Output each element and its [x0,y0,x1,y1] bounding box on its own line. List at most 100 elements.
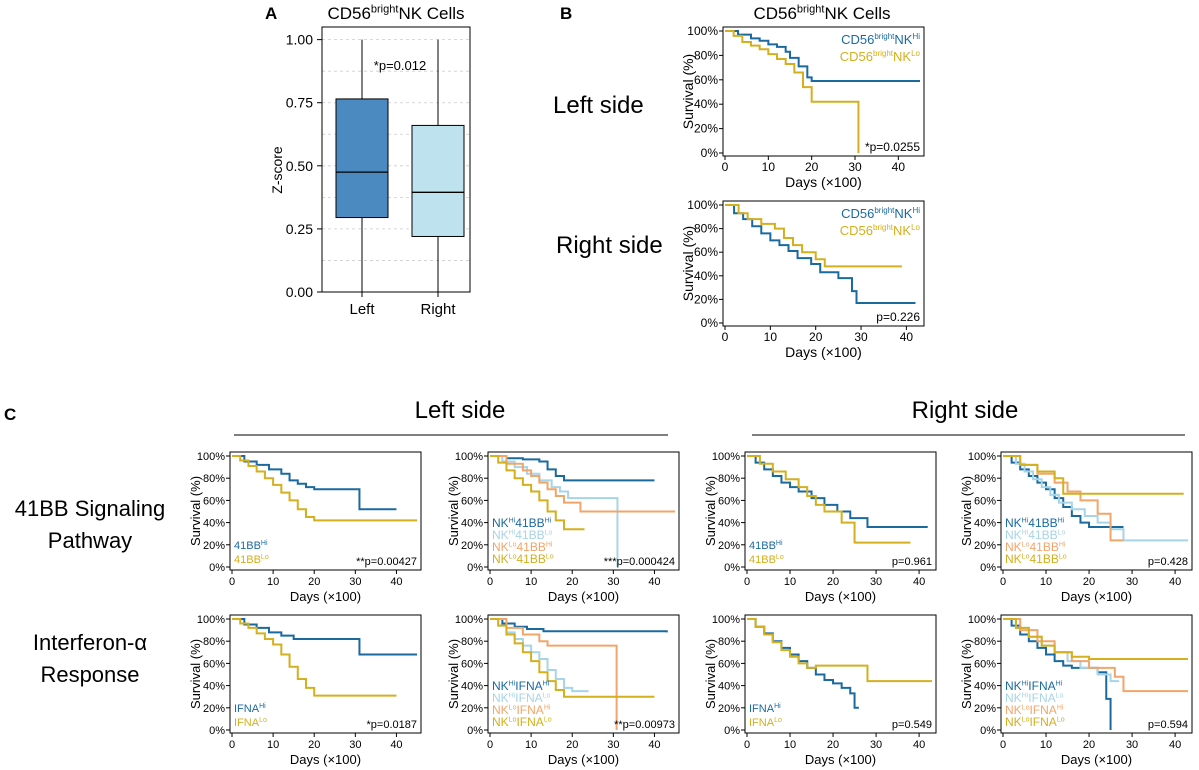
km-c7-legend-1-part: IFNA [749,717,775,729]
km-c4-series-3 [1003,455,1184,495]
km-c4-legend-0-part: 41BB [1028,516,1057,530]
km-c4-legend-2-part: NK [1005,540,1022,554]
km-c4-legend-0-sup: Hi [1022,517,1029,524]
km-b1-title-sup: bright [797,4,825,16]
km-c8-series-0 [1003,618,1112,730]
km-c8-legend-0-part: NK [1005,679,1022,693]
km-c6-xtick-label: 10 [525,739,537,751]
km-c6-legend-3-part: IFNA [516,715,543,729]
km-c1-legend-0: 41BBHi [234,540,268,552]
km-c8-legend-3-sup: Lo [1057,716,1065,723]
km-b2-series-1 [725,204,902,268]
km-b2-legend-0-sup: Hi [912,206,920,215]
km-c4-xtick-label: 0 [1000,576,1006,588]
km-c4-legend-1-sup: Hi [1022,529,1029,536]
km-c1-xtick-label: 30 [349,576,361,588]
km-c7-ytick-label: 20% [718,703,740,715]
km-c6-legend-3-part: NK [492,715,509,729]
km-c6-legend-0-part: NK [492,679,509,693]
km-c6-ytick-label: 60% [461,658,483,670]
km-b2-xtick-label: 20 [809,330,823,344]
c-row-label-41bb-line1: 41BB Signaling [15,496,165,521]
km-b2-legend-1-part: CD56 [840,223,873,238]
boxplot-a-ylabel: Z-score [269,146,285,194]
km-c1-xlabel: Days (×100) [290,589,361,604]
km-b2-xtick-label: 30 [854,330,868,344]
km-b2-pvalue: p=0.226 [876,310,920,324]
km-c5-ytick-label: 60% [203,658,225,670]
km-c6-legend-0: NKHiIFNAHi [492,679,550,693]
km-c5-ytick-label: 40% [203,681,225,693]
km-c6-legend-2-part: IFNA [516,703,543,717]
km-c6-ytick-label: 40% [461,681,483,693]
km-c8-ytick-label: 80% [974,636,996,648]
km-c4-legend-3-sup: Lo [1022,553,1030,560]
km-c7-ylabel: Survival (%) [703,639,718,709]
km-c3-ylabel: Survival (%) [703,476,718,546]
km-c7-xtick-label: 10 [784,739,796,751]
km-c8-legend-3-part: NK [1005,715,1022,729]
c-header-right: Right side [912,397,1019,424]
km-c4-frame [1000,451,1193,571]
km-c8-legend-0-part: IFNA [1028,679,1055,693]
km-c5-legend-0-sup: Hi [259,703,266,710]
km-c2-legend-1-part: 41BB [515,528,544,542]
km-c2-ylabel: Survival (%) [446,476,461,546]
km-b1-legend-1-part: NK [893,49,911,64]
km-c5-xtick-label: 10 [267,739,279,751]
km-b1-legend-0-sup: bright [874,32,895,41]
km-c6-frame [487,614,680,734]
km-c2-xtick-label: 0 [487,576,493,588]
km-c8-legend-1-part: IFNA [1028,691,1055,705]
km-b1-ytick-label: 20% [694,122,718,136]
km-c4-pvalue: p=0.428 [1148,556,1188,568]
km-c2-legend-3-sup: Lo [546,553,554,560]
km-c8-legend-2-sup: Lo [1022,704,1030,711]
charts-layer: CD56brightNK Cells0.000.250.500.751.00Z-… [188,4,1193,767]
km-c2-ytick-label: 80% [461,473,483,485]
km-c5-ytick-label: 80% [203,636,225,648]
km-c6-xtick-label: 30 [607,739,619,751]
km-c1-legend-1-part: 41BB [234,554,261,566]
km-c3-xtick-label: 30 [870,576,882,588]
km-c8-xtick-label: 30 [1126,739,1138,751]
km-c3-xtick-label: 40 [913,576,925,588]
km-b1-legend-0-part: CD56 [841,32,874,47]
km-c5-ylabel: Survival (%) [188,639,203,709]
km-c4-ytick-label: 20% [974,540,996,552]
km-c5-legend-1: IFNALo [234,717,267,729]
boxplot-a-ytick-label: 1.00 [286,32,313,48]
km-c6-xtick-label: 40 [648,739,660,751]
km-b1-xtick-label: 20 [805,160,819,174]
km-c4-legend-3-part: NK [1005,552,1022,566]
km-c8-xtick-label: 0 [1000,739,1006,751]
km-b2-legend-1-part: NK [893,223,911,238]
km-c6-legend-0-sup: Hi [509,680,516,687]
km-c3-xlabel: Days (×100) [805,589,876,604]
km-c2-xtick-label: 10 [525,576,537,588]
km-c8-series-3 [1003,618,1188,660]
km-c4-xlabel: Days (×100) [1061,589,1132,604]
km-c3-legend-0: 41BBHi [749,540,783,552]
km-b1-title: CD56brightNK Cells [753,4,890,23]
km-c1-series-1 [232,455,417,522]
km-c4-legend-1-sup: Lo [1058,529,1066,536]
km-c8-legend-3: NKLoIFNALo [1005,715,1065,729]
km-c2-legend-1-part: NK [492,528,509,542]
km-c2-legend-2-sup: Hi [546,541,553,548]
km-c5-legend-0: IFNAHi [234,703,266,715]
km-plot-c8: 0% 20% 40% 60% 80% 100% 0 10 20 30 40 Days (×100) Su… [959,614,1193,767]
km-c2-series-0 [490,455,655,482]
km-c8-ylabel: Survival (%) [959,639,974,709]
km-c8-xtick-label: 20 [1083,739,1095,751]
km-c2-legend-3-sup: Lo [509,553,517,560]
km-c7-legend-0: IFNAHi [749,703,781,715]
panel-label-c: C [4,405,16,424]
km-b1-ytick-label: 40% [694,97,718,111]
km-c6-legend-1-part: IFNA [515,691,542,705]
km-c8-legend-0-sup: Hi [1022,680,1029,687]
km-c1-ytick-label: 80% [203,473,225,485]
km-b2-legend-0-part: NK [894,206,912,221]
km-c8-legend-0: NKHiIFNAHi [1005,679,1063,693]
km-b1-xtick-label: 10 [762,160,776,174]
